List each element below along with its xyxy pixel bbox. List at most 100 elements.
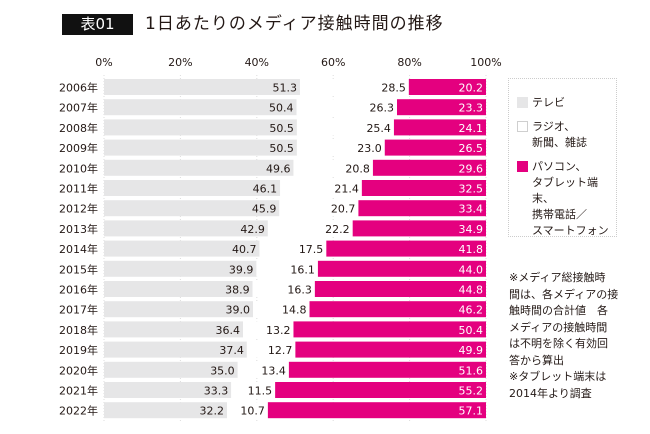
value-label: 16.3 — [287, 284, 312, 297]
bar-segment-radio-print — [267, 220, 353, 237]
bar-segment-tv — [104, 139, 297, 156]
bar-segment-radio-print — [296, 139, 385, 156]
category-label: 2006年 — [59, 81, 98, 95]
x-axis-ticks: 0% 20% 40% 60% 80% 100% — [95, 56, 501, 69]
value-labels: 51.3 28.5 20.2 50.4 26.3 23.3 50.5 25.4 24.1 50.5… — [200, 82, 483, 418]
bar-segment-tv — [104, 260, 257, 277]
value-label: 20.8 — [345, 162, 370, 175]
category-label: 2018年 — [59, 323, 98, 337]
x-tick-label: 60% — [321, 56, 345, 69]
value-label: 33.3 — [204, 385, 229, 398]
value-label: 14.8 — [282, 304, 307, 317]
value-label: 33.4 — [459, 203, 484, 216]
bar-segment-radio-print — [227, 402, 268, 419]
bar-segment-radio-print — [280, 180, 362, 196]
value-label: 45.9 — [252, 203, 277, 216]
value-label: 46.2 — [459, 304, 484, 317]
legend-label-digital: パソコン、 タブレット端末、 携帯電話／ スマートフォン — [532, 160, 609, 237]
category-label: 2020年 — [59, 363, 98, 377]
bar-segment-digital — [326, 240, 486, 257]
category-label: 2014年 — [59, 242, 98, 256]
bar-segment-tv — [104, 301, 253, 318]
value-label: 21.4 — [334, 183, 359, 196]
bar-segment-tv — [104, 382, 232, 398]
value-label: 50.5 — [269, 142, 294, 155]
bar-segment-digital — [275, 382, 486, 398]
bar-segment-digital — [358, 200, 486, 217]
bar-segment-tv — [104, 240, 260, 257]
bar-segment-tv — [104, 159, 294, 176]
bar-segment-radio-print — [243, 321, 294, 338]
value-label: 51.6 — [459, 364, 484, 377]
value-label: 23.3 — [459, 102, 484, 115]
legend-label-tv: テレビ — [532, 96, 565, 109]
value-label: 25.4 — [366, 122, 391, 135]
value-label: 32.2 — [200, 405, 225, 418]
category-label: 2008年 — [59, 121, 98, 135]
value-label: 55.2 — [459, 385, 484, 398]
value-label: 29.6 — [459, 162, 484, 175]
x-tick-label: 80% — [397, 56, 421, 69]
value-label: 49.6 — [266, 162, 291, 175]
bar-segment-tv — [104, 119, 297, 136]
value-label: 28.5 — [381, 82, 406, 95]
value-label: 37.4 — [219, 344, 244, 357]
value-label: 34.9 — [459, 223, 484, 236]
value-label: 50.4 — [459, 324, 484, 337]
value-label: 51.3 — [272, 82, 297, 95]
bar-segment-digital — [295, 341, 486, 358]
bar-segment-radio-print — [259, 240, 327, 257]
category-label: 2019年 — [59, 343, 98, 357]
value-label: 23.0 — [357, 142, 382, 155]
category-label: 2013年 — [59, 222, 98, 236]
category-label: 2012年 — [59, 202, 98, 216]
bar-segment-radio-print — [296, 119, 394, 136]
bar-segment-tv — [104, 402, 228, 419]
value-label: 49.9 — [459, 344, 484, 357]
x-tick-label: 100% — [470, 56, 501, 69]
value-label: 10.7 — [240, 405, 265, 418]
bar-segment-tv — [104, 281, 253, 297]
value-label: 24.1 — [459, 122, 484, 135]
value-label: 20.2 — [459, 82, 484, 95]
bar-segment-radio-print — [252, 301, 310, 318]
bar-segment-radio-print — [279, 200, 359, 217]
legend-item-tv: テレビ — [517, 95, 565, 111]
category-label: 2009年 — [59, 141, 98, 155]
bar-segment-digital — [267, 402, 486, 419]
category-label: 2011年 — [59, 182, 98, 196]
bar-segment-radio-print — [293, 159, 373, 176]
x-tick-label: 0% — [95, 56, 112, 69]
x-tick-label: 20% — [168, 56, 192, 69]
bar-segment-digital — [372, 159, 486, 176]
category-label: 2017年 — [59, 303, 98, 317]
bar-segment-digital — [309, 301, 486, 318]
bar-segment-tv — [104, 220, 268, 237]
value-label: 13.2 — [266, 324, 291, 337]
bar-segment-digital — [396, 99, 486, 116]
category-labels: 2006年 2007年 2008年 2009年 2010年 2011年 2012年 2013年… — [59, 81, 98, 418]
bar-segment-tv — [104, 180, 281, 196]
value-label: 11.5 — [248, 385, 273, 398]
value-label: 36.4 — [216, 324, 241, 337]
value-label: 17.5 — [299, 243, 324, 256]
category-label: 2015年 — [59, 262, 98, 276]
bar-segment-radio-print — [299, 79, 409, 95]
legend-label-radio-print: ラジオ、 新聞、雑誌 — [532, 120, 587, 149]
value-label: 16.1 — [290, 263, 315, 276]
category-label: 2007年 — [59, 101, 98, 115]
bar-segment-radio-print — [246, 341, 296, 358]
value-label: 38.9 — [225, 284, 250, 297]
value-label: 12.7 — [268, 344, 293, 357]
value-label: 44.8 — [459, 284, 484, 297]
category-label: 2010年 — [59, 161, 98, 175]
bar-segment-tv — [104, 200, 280, 217]
value-label: 39.9 — [229, 263, 254, 276]
bar-segment-radio-print — [231, 382, 276, 398]
bar-segment-digital — [393, 119, 486, 136]
value-label: 42.9 — [240, 223, 265, 236]
bar-segment-digital — [408, 79, 486, 95]
category-label: 2022年 — [59, 404, 98, 418]
bar-segment-radio-print — [252, 281, 315, 297]
